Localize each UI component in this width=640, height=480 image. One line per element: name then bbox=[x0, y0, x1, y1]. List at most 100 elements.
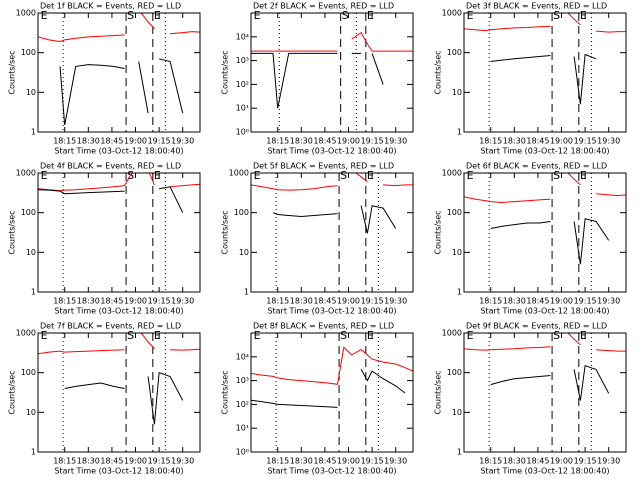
panel: Det 2f BLACK = Events, RED = LLD Counts/s… bbox=[221, 2, 414, 156]
marker-label: S bbox=[340, 169, 347, 182]
y-tick-label: 10⁰ bbox=[236, 448, 249, 457]
series-line bbox=[251, 173, 413, 191]
plot-frame bbox=[250, 332, 414, 453]
series-line bbox=[490, 218, 610, 265]
x-tick-label: 18:45 bbox=[313, 297, 336, 306]
x-axis-label: Start Time (03-Oct-12 18:00:40) bbox=[54, 147, 183, 156]
plot-frame bbox=[250, 12, 414, 133]
x-tick-label: 19:30 bbox=[171, 457, 194, 466]
y-tick-label: 1000 bbox=[16, 329, 36, 338]
y-tick-label: 10 bbox=[239, 248, 249, 257]
series-line bbox=[38, 186, 184, 213]
panel-title: Det 8f BLACK = Events, RED = LLD bbox=[253, 322, 394, 331]
x-tick-label: 18:45 bbox=[526, 137, 549, 146]
x-axis-label: Start Time (03-Oct-12 18:00:40) bbox=[480, 467, 609, 476]
y-tick-label: 100 bbox=[234, 208, 249, 217]
y-tick-label: 10 bbox=[26, 408, 36, 417]
y-tick-label: 100 bbox=[21, 48, 36, 57]
x-tick-label: 19:15 bbox=[361, 137, 384, 146]
x-tick-label: 19:00 bbox=[337, 137, 360, 146]
y-tick-label: 1 bbox=[31, 448, 36, 457]
series-line bbox=[272, 205, 397, 234]
x-tick-label: 19:30 bbox=[384, 137, 407, 146]
x-axis-label: Start Time (03-Oct-12 18:00:40) bbox=[267, 467, 396, 476]
x-tick-label: 18:45 bbox=[100, 297, 123, 306]
plot-frame bbox=[37, 172, 201, 293]
panel-title: Det 5f BLACK = Events, RED = LLD bbox=[253, 162, 394, 171]
x-tick-label: 18:30 bbox=[290, 297, 313, 306]
marker-label: S bbox=[342, 9, 349, 22]
plot-frame bbox=[463, 332, 627, 453]
y-tick-label: 1000 bbox=[16, 169, 36, 178]
panel-title: Det 7f BLACK = Events, RED = LLD bbox=[40, 322, 181, 331]
y-tick-label: 1 bbox=[31, 128, 36, 137]
x-tick-label: 19:15 bbox=[574, 457, 597, 466]
y-axis-label: Counts/sec bbox=[8, 210, 17, 254]
y-tick-label: 1 bbox=[457, 448, 462, 457]
y-tick-label: 100 bbox=[447, 208, 462, 217]
x-tick-label: 18:30 bbox=[77, 137, 100, 146]
series-line bbox=[490, 53, 597, 105]
marker-label: E bbox=[580, 9, 587, 22]
marker-label: S bbox=[553, 169, 560, 182]
y-tick-label: 10 bbox=[452, 88, 462, 97]
marker-label: S bbox=[127, 329, 134, 342]
series-line bbox=[490, 365, 610, 401]
marker-label: S bbox=[340, 329, 347, 342]
panel-title: Det 6f BLACK = Events, RED = LLD bbox=[466, 162, 607, 171]
marker-label: E bbox=[580, 169, 587, 182]
y-tick-label: 10 bbox=[452, 408, 462, 417]
marker-label: S bbox=[553, 9, 560, 22]
panel: Det 9f BLACK = Events, RED = LLD Counts/s… bbox=[434, 322, 627, 476]
y-axis-label: Counts/sec bbox=[221, 210, 230, 254]
x-tick-label: 18:30 bbox=[503, 457, 526, 466]
x-tick-label: 18:15 bbox=[479, 457, 502, 466]
y-tick-label: 10¹ bbox=[236, 424, 249, 433]
x-tick-label: 19:15 bbox=[148, 137, 171, 146]
marker-label: E bbox=[41, 169, 48, 182]
y-tick-label: 1000 bbox=[442, 9, 462, 18]
y-tick-label: 10 bbox=[26, 88, 36, 97]
panel-title: Det 4f BLACK = Events, RED = LLD bbox=[40, 162, 181, 171]
y-tick-label: 1000 bbox=[16, 9, 36, 18]
y-tick-label: 10¹ bbox=[236, 104, 249, 113]
y-tick-label: 100 bbox=[21, 208, 36, 217]
x-tick-label: 18:45 bbox=[526, 297, 549, 306]
x-tick-label: 19:15 bbox=[361, 457, 384, 466]
x-tick-label: 18:30 bbox=[503, 297, 526, 306]
panel: Det 5f BLACK = Events, RED = LLD Counts/s… bbox=[221, 162, 414, 316]
marker-label: E bbox=[367, 169, 374, 182]
x-tick-label: 18:45 bbox=[313, 137, 336, 146]
y-axis-label: Counts/sec bbox=[434, 50, 443, 94]
y-tick-label: 100 bbox=[21, 368, 36, 377]
marker-label: E bbox=[41, 329, 48, 342]
x-tick-label: 19:30 bbox=[384, 297, 407, 306]
x-axis-label: Start Time (03-Oct-12 18:00:40) bbox=[54, 307, 183, 316]
x-tick-label: 19:00 bbox=[337, 297, 360, 306]
plot-frame bbox=[37, 12, 201, 133]
y-axis-label: Counts/sec bbox=[8, 370, 17, 414]
panel-title: Det 2f BLACK = Events, RED = LLD bbox=[253, 2, 394, 11]
x-tick-label: 18:30 bbox=[290, 457, 313, 466]
marker-label: E bbox=[254, 169, 261, 182]
panel: Det 4f BLACK = Events, RED = LLD Counts/s… bbox=[8, 162, 201, 316]
panel: Det 3f BLACK = Events, RED = LLD Counts/s… bbox=[434, 2, 627, 156]
panel: Det 1f BLACK = Events, RED = LLD Counts/s… bbox=[8, 2, 201, 156]
panel: Det 7f BLACK = Events, RED = LLD Counts/s… bbox=[8, 322, 201, 476]
x-axis-label: Start Time (03-Oct-12 18:00:40) bbox=[54, 467, 183, 476]
y-axis-label: Counts/sec bbox=[434, 210, 443, 254]
x-tick-label: 19:00 bbox=[550, 457, 573, 466]
marker-label: E bbox=[467, 329, 474, 342]
marker-label: E bbox=[580, 329, 587, 342]
marker-label: S bbox=[127, 9, 134, 22]
y-tick-label: 100 bbox=[447, 368, 462, 377]
x-tick-label: 19:00 bbox=[124, 457, 147, 466]
plot-frame bbox=[37, 332, 201, 453]
y-tick-label: 10² bbox=[236, 80, 249, 89]
marker-label: E bbox=[154, 329, 161, 342]
x-tick-label: 19:00 bbox=[550, 137, 573, 146]
series-line bbox=[251, 31, 413, 52]
x-tick-label: 19:15 bbox=[574, 137, 597, 146]
x-tick-label: 18:15 bbox=[53, 297, 76, 306]
